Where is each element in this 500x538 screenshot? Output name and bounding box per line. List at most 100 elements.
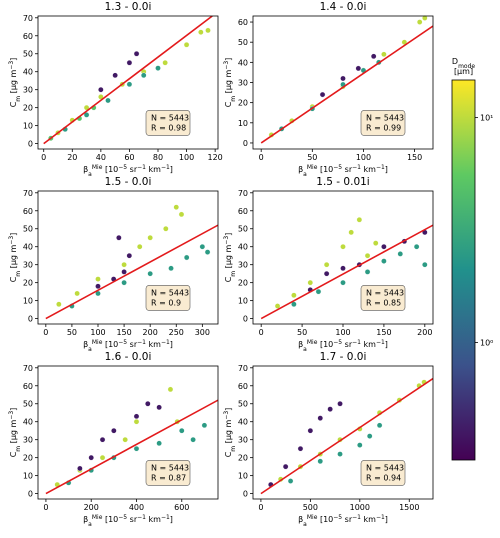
annotation-box	[360, 460, 406, 486]
y-tick-label: 50	[23, 225, 33, 234]
y-tick-label: 0	[28, 490, 33, 499]
x-tick-label: 50	[297, 328, 307, 337]
label-part: ]	[9, 58, 18, 61]
label-part: m	[15, 446, 22, 452]
point	[199, 243, 206, 250]
point	[319, 91, 326, 98]
point	[178, 427, 185, 434]
label-part: C	[9, 276, 18, 282]
panel-title: 1.4 - 0.0i	[320, 1, 367, 13]
point	[190, 436, 196, 443]
x-tick-label: 0	[41, 153, 46, 162]
y-tick-label: 60	[238, 382, 248, 391]
label-part: m	[230, 271, 237, 277]
x-axis-label: βaMie [10−5 sr−1 km−1]	[298, 164, 388, 178]
panel-title: 1.5 - 0.0i	[105, 176, 152, 188]
x-tick-label: 300	[195, 328, 210, 337]
label-part: −3	[8, 411, 15, 420]
point	[136, 243, 143, 250]
label-part: C	[9, 451, 18, 457]
annotation: N = 5443	[366, 113, 404, 122]
y-tick-label: 70	[23, 364, 33, 373]
point	[315, 288, 322, 295]
label-part: km	[361, 340, 376, 349]
label-part: [μm]	[454, 67, 473, 76]
point	[274, 303, 281, 309]
label-part: β	[83, 340, 88, 349]
label-part: a	[303, 346, 307, 353]
point	[317, 458, 324, 465]
point	[95, 276, 101, 282]
label-part: −1	[352, 339, 361, 346]
point	[297, 445, 304, 452]
label-part: ]	[170, 340, 173, 349]
point	[340, 279, 346, 286]
y-tick-label: 10	[23, 472, 33, 481]
annotation: R = 0.94	[366, 473, 401, 482]
point	[356, 216, 363, 223]
label-part: sr	[342, 515, 353, 524]
label-part: −1	[137, 339, 146, 346]
point	[133, 418, 140, 425]
colorbar-label: [μm]	[454, 67, 473, 76]
point	[126, 81, 133, 88]
label-part: C	[224, 101, 233, 107]
point	[413, 243, 420, 250]
x-tick-label: 50	[307, 153, 317, 162]
y-tick-label: 50	[238, 400, 248, 409]
point	[121, 269, 127, 275]
panel-title: 1.7 - 0.0i	[320, 351, 367, 363]
x-tick-label: 0	[259, 153, 264, 162]
point	[74, 290, 80, 297]
label-part: sr	[342, 165, 353, 174]
label-part: −5	[118, 514, 127, 521]
label-part: m	[230, 96, 237, 102]
y-tick-label: 0	[243, 315, 248, 324]
point	[98, 86, 104, 93]
y-tick-label: 30	[23, 436, 33, 445]
point	[105, 97, 111, 104]
x-tick-label: 100	[356, 153, 371, 162]
point	[183, 254, 190, 261]
label-part: −1	[376, 164, 385, 171]
y-axis-label: Cm [μg m−3]	[223, 408, 237, 458]
x-tick-label: 100	[179, 153, 194, 162]
label-part: [μg m	[9, 419, 18, 445]
axes-frame	[37, 365, 219, 500]
y-axis-label: Cm [μg m−3]	[223, 58, 237, 108]
label-part: Mie	[307, 339, 318, 346]
annotation: N = 5443	[151, 113, 189, 122]
label-part: sr	[342, 340, 353, 349]
label-part: −5	[333, 164, 342, 171]
x-tick-label: 0	[259, 328, 264, 337]
fit-line	[260, 25, 433, 144]
label-part: ]	[170, 515, 173, 524]
y-tick-label: 30	[238, 79, 248, 88]
y-tick-label: 0	[28, 140, 33, 149]
point	[133, 50, 140, 57]
label-part: β	[83, 165, 88, 174]
y-tick-label: 40	[238, 58, 248, 67]
label-part: ]	[385, 340, 388, 349]
label-part: sr	[127, 515, 138, 524]
label-part: [μg m	[224, 419, 233, 445]
label-part: β	[298, 165, 303, 174]
point	[422, 15, 428, 21]
label-part: −1	[137, 514, 146, 521]
point	[307, 279, 314, 286]
y-tick-label: 40	[23, 418, 33, 427]
label-part: D	[452, 57, 458, 66]
point	[364, 252, 371, 259]
label-part: a	[303, 521, 307, 528]
label-part: [10	[317, 340, 333, 349]
label-part: C	[224, 276, 233, 282]
y-axis-label: Cm [μg m−3]	[8, 408, 22, 458]
x-tick-label: 200	[417, 328, 432, 337]
point	[133, 445, 140, 452]
y-tick-label: 50	[23, 400, 33, 409]
x-tick-label: 0	[43, 328, 48, 337]
colorbar-label: Dmode	[452, 57, 475, 70]
label-part: ]	[224, 58, 233, 61]
point	[116, 234, 122, 241]
x-tick-label: 150	[407, 153, 422, 162]
